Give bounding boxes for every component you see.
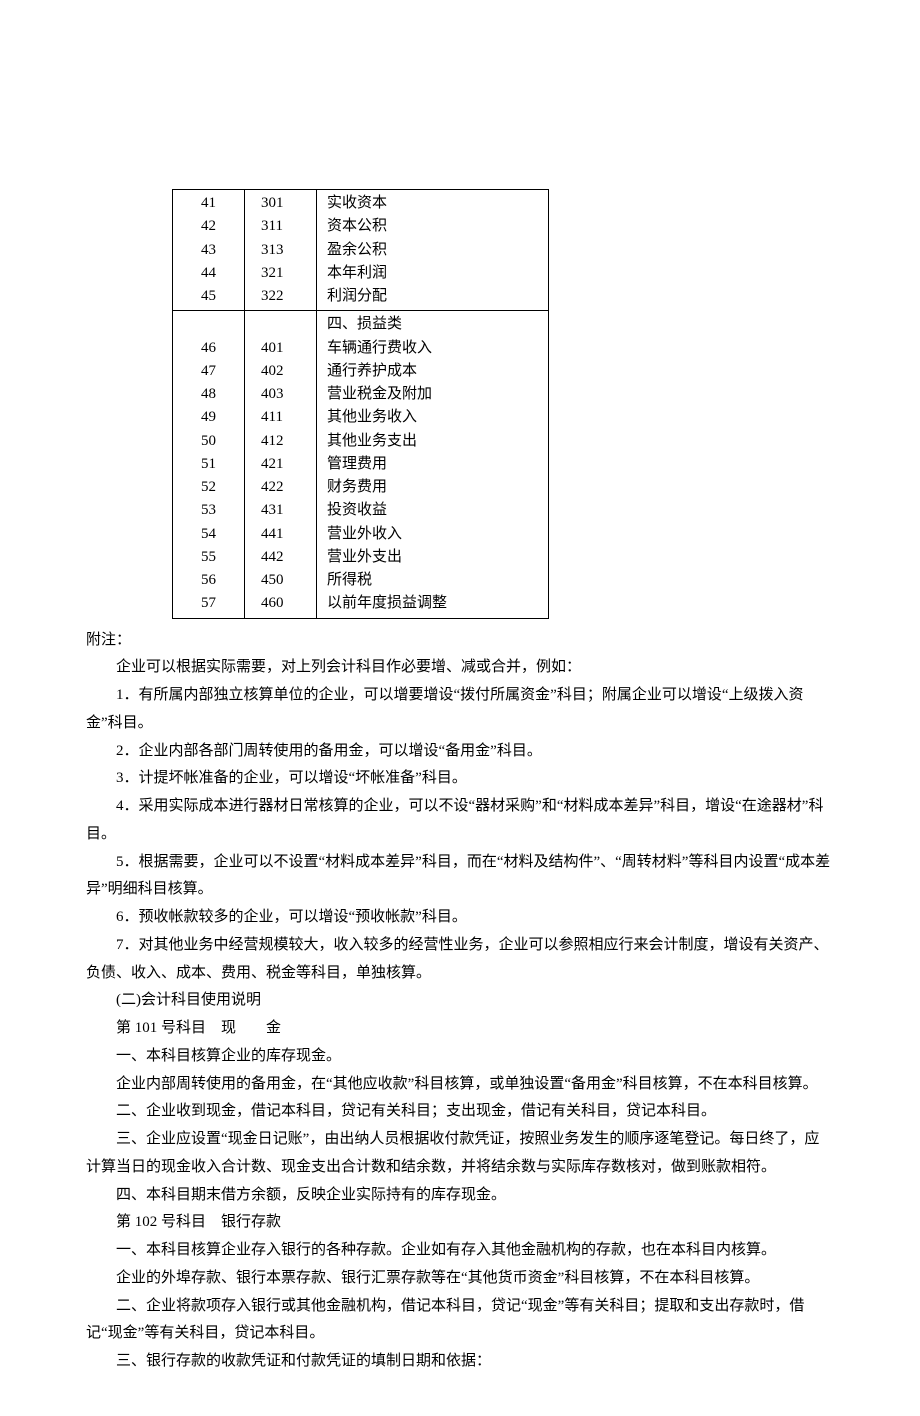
name-cell: 实收资本 资本公积 盈余公积 本年利润 利润分配 (317, 190, 549, 311)
code: 322 (261, 285, 306, 308)
table-row: 41 42 43 44 45 301 311 313 321 322 实收资本 … (173, 190, 549, 311)
seq: 41 (183, 192, 234, 215)
name-cell: 四、损益类 车辆通行费收入 通行养护成本 营业税金及附加 其他业务收入 其他业务… (317, 311, 549, 618)
seq: 48 (183, 383, 234, 406)
accounts-table: 41 42 43 44 45 301 311 313 321 322 实收资本 … (172, 189, 549, 619)
account-name: 所得税 (327, 569, 538, 592)
seq: 42 (183, 215, 234, 238)
paragraph: 6．预收帐款较多的企业，可以增设“预收帐款”科目。 (86, 904, 834, 932)
seq: 55 (183, 546, 234, 569)
paragraph: 企业的外埠存款、银行本票存款、银行汇票存款等在“其他货币资金”科目核算，不在本科… (86, 1265, 834, 1293)
account-name: 营业外收入 (327, 523, 538, 546)
account-name: 以前年度损益调整 (327, 592, 538, 615)
account-name: 资本公积 (327, 215, 538, 238)
paragraph: 企业内部周转使用的备用金，在“其他应收款”科目核算，或单独设置“备用金”科目核算… (86, 1071, 834, 1099)
paragraph: 四、本科目期末借方余额，反映企业实际持有的库存现金。 (86, 1182, 834, 1210)
paragraph: 第 101 号科目 现 金 (86, 1015, 834, 1043)
seq: 53 (183, 499, 234, 522)
seq: 56 (183, 569, 234, 592)
paragraph: 二、企业收到现金，借记本科目，贷记有关科目；支出现金，借记有关科目，贷记本科目。 (86, 1098, 834, 1126)
paragraph: 企业可以根据实际需要，对上列会计科目作必要增、减或合并，例如： (86, 654, 834, 682)
account-name: 其他业务收入 (327, 406, 538, 429)
seq: 44 (183, 262, 234, 285)
code: 441 (261, 523, 306, 546)
body-text: 附注： 企业可以根据实际需要，对上列会计科目作必要增、减或合并，例如： 1．有所… (86, 627, 834, 1376)
seq: 46 (183, 337, 234, 360)
code: 412 (261, 430, 306, 453)
code: 442 (261, 546, 306, 569)
paragraph: 3．计提坏帐准备的企业，可以增设“坏帐准备”科目。 (86, 765, 834, 793)
paragraph: 4．采用实际成本进行器材日常核算的企业，可以不设“器材采购”和“材料成本差异”科… (86, 793, 834, 849)
account-name: 实收资本 (327, 192, 538, 215)
seq: 43 (183, 239, 234, 262)
category-header: 四、损益类 (327, 313, 538, 336)
paragraph: 一、本科目核算企业的库存现金。 (86, 1043, 834, 1071)
paragraph: 二、企业将款项存入银行或其他金融机构，借记本科目，贷记“现金”等有关科目；提取和… (86, 1293, 834, 1349)
code: 460 (261, 592, 306, 615)
table-row: 46 47 48 49 50 51 52 53 54 55 56 57 401 … (173, 311, 549, 618)
account-name: 营业外支出 (327, 546, 538, 569)
account-name: 投资收益 (327, 499, 538, 522)
seq-cell: 46 47 48 49 50 51 52 53 54 55 56 57 (173, 311, 245, 618)
code: 422 (261, 476, 306, 499)
account-name: 利润分配 (327, 285, 538, 308)
paragraph: 三、企业应设置“现金日记账”，由出纳人员根据收付款凭证，按照业务发生的顺序逐笔登… (86, 1126, 834, 1182)
code: 411 (261, 406, 306, 429)
code-cell: 401 402 403 411 412 421 422 431 441 442 … (245, 311, 317, 618)
code-cell: 301 311 313 321 322 (245, 190, 317, 311)
seq: 52 (183, 476, 234, 499)
code: 450 (261, 569, 306, 592)
account-name: 其他业务支出 (327, 430, 538, 453)
paragraph: (二)会计科目使用说明 (86, 987, 834, 1015)
note-label: 附注： (86, 627, 834, 655)
seq: 49 (183, 406, 234, 429)
account-name: 盈余公积 (327, 239, 538, 262)
account-name: 财务费用 (327, 476, 538, 499)
seq: 57 (183, 592, 234, 615)
code: 401 (261, 337, 306, 360)
paragraph: 2．企业内部各部门周转使用的备用金，可以增设“备用金”科目。 (86, 738, 834, 766)
code: 301 (261, 192, 306, 215)
paragraph: 7．对其他业务中经营规模较大，收入较多的经营性业务，企业可以参照相应行来会计制度… (86, 932, 834, 988)
code: 313 (261, 239, 306, 262)
account-name: 本年利润 (327, 262, 538, 285)
seq: 50 (183, 430, 234, 453)
code: 431 (261, 499, 306, 522)
seq: 45 (183, 285, 234, 308)
code: 321 (261, 262, 306, 285)
account-name: 管理费用 (327, 453, 538, 476)
paragraph: 1．有所属内部独立核算单位的企业，可以增要增设“拨付所属资金”科目；附属企业可以… (86, 682, 834, 738)
paragraph: 第 102 号科目 银行存款 (86, 1209, 834, 1237)
seq: 54 (183, 523, 234, 546)
paragraph: 5．根据需要，企业可以不设置“材料成本差异”科目，而在“材料及结构件”、“周转材… (86, 849, 834, 905)
seq-cell: 41 42 43 44 45 (173, 190, 245, 311)
code: 421 (261, 453, 306, 476)
account-name: 车辆通行费收入 (327, 337, 538, 360)
seq: 51 (183, 453, 234, 476)
paragraph: 三、银行存款的收款凭证和付款凭证的填制日期和依据： (86, 1348, 834, 1376)
account-name: 营业税金及附加 (327, 383, 538, 406)
paragraph: 一、本科目核算企业存入银行的各种存款。企业如有存入其他金融机构的存款，也在本科目… (86, 1237, 834, 1265)
account-name: 通行养护成本 (327, 360, 538, 383)
seq: 47 (183, 360, 234, 383)
code: 403 (261, 383, 306, 406)
code: 402 (261, 360, 306, 383)
code: 311 (261, 215, 306, 238)
